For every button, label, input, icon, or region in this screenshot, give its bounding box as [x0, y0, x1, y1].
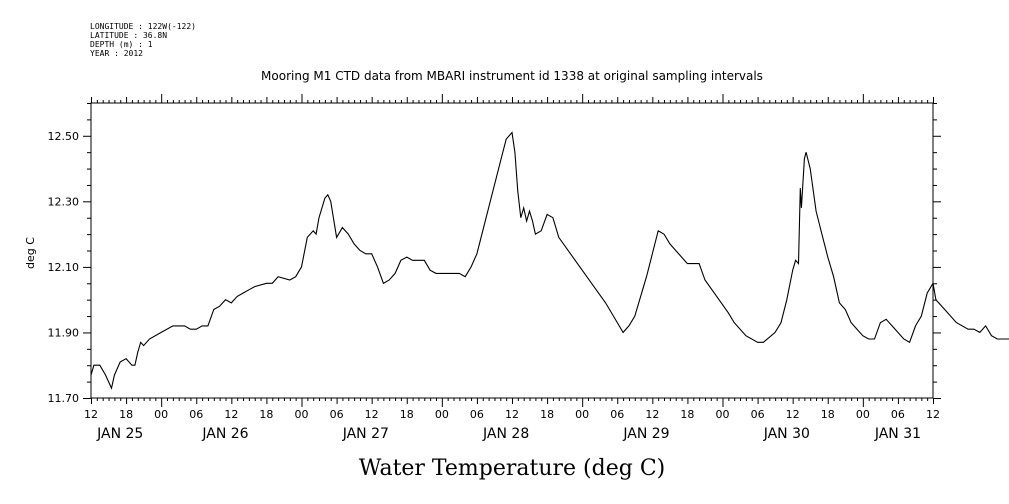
tick-labels: 12 18 00 06 12 18 00 06 12 18 00 06 12 18 00 06 12 18 00 06… [48, 130, 941, 442]
x-tick-label: 00 [154, 408, 168, 421]
x-day-label: JAN 30 [763, 426, 810, 442]
x-tick-label: 06 [330, 408, 344, 421]
y-tick-label: 12.10 [48, 261, 80, 274]
x-tick-label: 12 [505, 408, 519, 421]
x-tick-label: 18 [540, 408, 554, 421]
y-tick-label: 12.30 [48, 195, 80, 208]
x-tick-label: 18 [259, 408, 273, 421]
metadata-block: LONGITUDE : 122W(-122) LATITUDE : 36.8N … [90, 22, 196, 58]
meta-latitude: LATITUDE : 36.8N [90, 31, 168, 40]
x-day-label: JAN 28 [482, 426, 529, 442]
series-line-water-temperature [90, 131, 1009, 390]
x-tick-label: 12 [926, 408, 940, 421]
x-tick-label: 06 [610, 408, 624, 421]
x-tick-label: 06 [470, 408, 484, 421]
x-tick-label: 06 [751, 408, 765, 421]
x-tick-label: 00 [435, 408, 449, 421]
y-tick-label: 12.50 [48, 130, 80, 143]
x-tick-label: 06 [189, 408, 203, 421]
x-day-label: JAN 29 [622, 426, 669, 442]
x-tick-label: 00 [716, 408, 730, 421]
x-tick-label: 00 [295, 408, 309, 421]
x-tick-label: 00 [856, 408, 870, 421]
x-tick-label: 12 [224, 408, 238, 421]
meta-longitude: LONGITUDE : 122W(-122) [90, 22, 196, 31]
x-day-label: JAN 26 [201, 426, 248, 442]
meta-year: YEAR : 2012 [90, 49, 143, 58]
x-tick-label: 12 [786, 408, 800, 421]
x-tick-label: 00 [575, 408, 589, 421]
plot-border [90, 102, 934, 399]
x-tick-label: 12 [365, 408, 379, 421]
x-tick-label: 12 [84, 408, 98, 421]
x-tick-label: 12 [645, 408, 659, 421]
y-tick-label: 11.90 [48, 326, 80, 339]
x-tick-label: 18 [119, 408, 133, 421]
x-day-label: JAN 25 [96, 426, 143, 442]
y-tick-label: 11.70 [48, 392, 80, 405]
axis-ticks [83, 94, 941, 407]
x-tick-label: 18 [821, 408, 835, 421]
y-axis-label: deg C [24, 237, 37, 269]
x-day-label: JAN 27 [342, 426, 389, 442]
x-day-label: JAN 31 [874, 426, 921, 442]
plot-frame [90, 102, 934, 399]
meta-depth: DEPTH (m) : 1 [90, 40, 153, 49]
x-tick-label: 18 [400, 408, 414, 421]
x-tick-label: 06 [891, 408, 905, 421]
chart-title: Mooring M1 CTD data from MBARI instrumen… [261, 69, 763, 83]
x-tick-label: 18 [680, 408, 694, 421]
x-axis-label: Water Temperature (deg C) [359, 456, 666, 481]
